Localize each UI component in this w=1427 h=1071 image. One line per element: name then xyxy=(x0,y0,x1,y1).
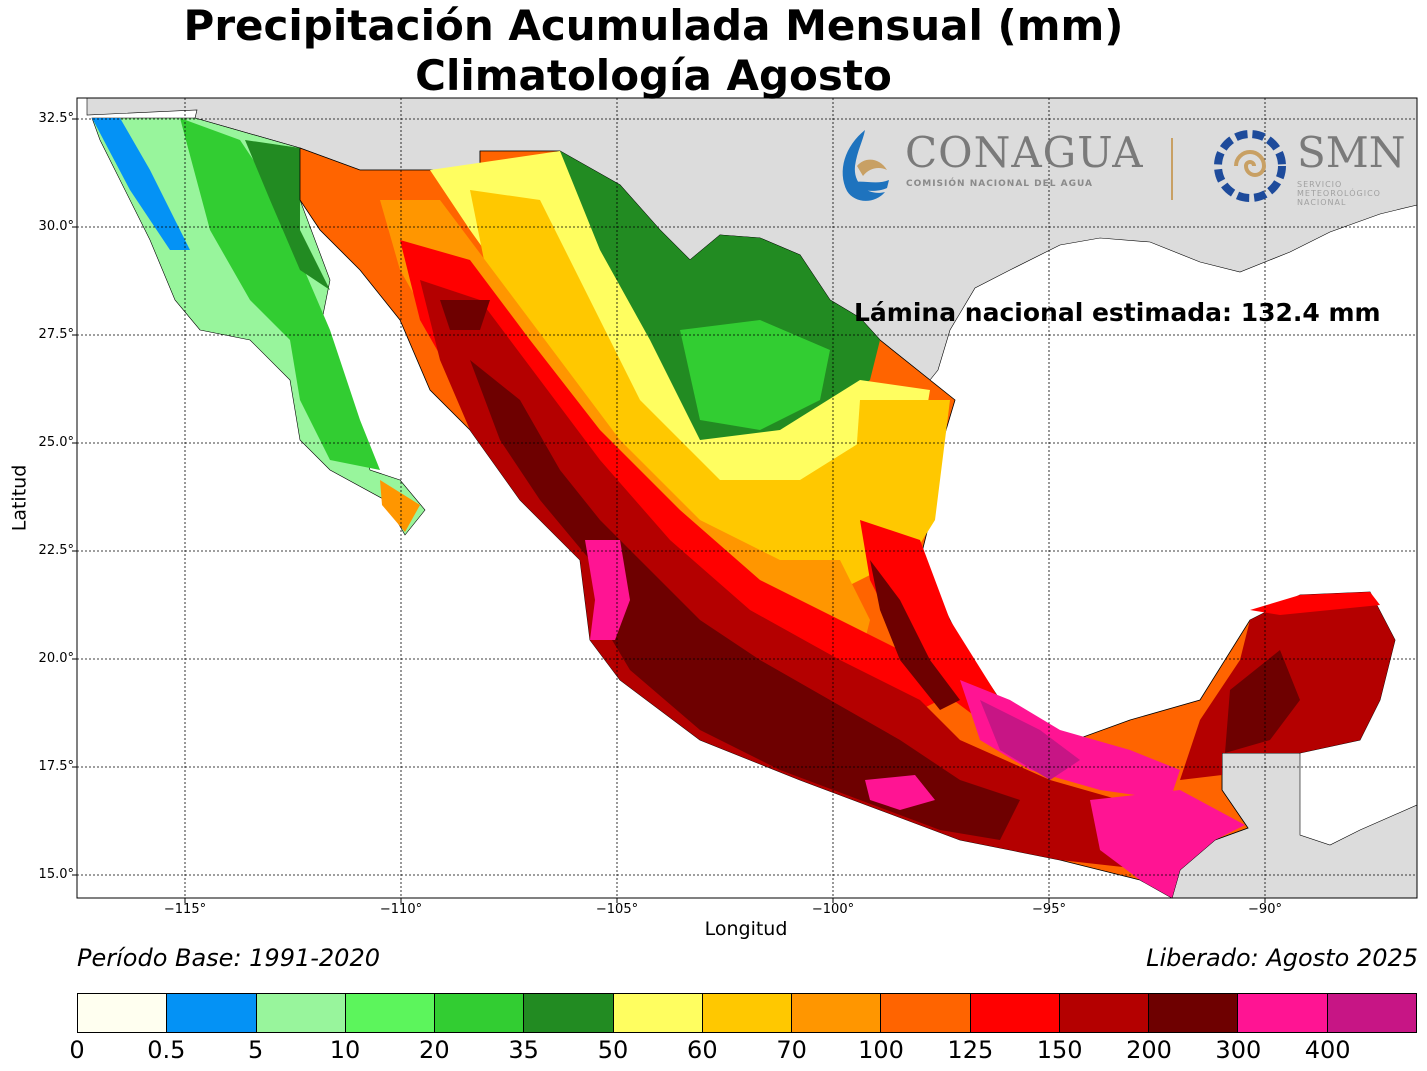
x-axis-label: Longitud xyxy=(704,918,788,940)
colorbar-tick-label: 35 xyxy=(508,1036,539,1064)
colorbar-segment xyxy=(701,994,792,1032)
colorbar-tick-label: 5 xyxy=(248,1036,264,1064)
colorbar-segment xyxy=(344,994,435,1032)
chart-title: Precipitación Acumulada Mensual (mm) xyxy=(183,1,1124,50)
colorbar-segment xyxy=(1237,994,1327,1032)
x-tick-label: −115° xyxy=(163,902,207,917)
logo-divider xyxy=(1171,138,1173,200)
y-tick-label: 25.0° xyxy=(38,435,74,450)
national-estimate-annotation: Lámina nacional estimada: 132.4 mm xyxy=(854,298,1381,327)
colorbar-segment xyxy=(1058,994,1149,1032)
base-period-note: Período Base: 1991-2020 xyxy=(77,944,380,972)
y-tick-label: 27.5° xyxy=(38,327,74,342)
colorbar xyxy=(77,993,1417,1033)
colorbar-segment xyxy=(1148,994,1238,1032)
conagua-logo-subtitle: COMISIÓN NACIONAL DEL AGUA xyxy=(906,179,1094,189)
colorbar-segment xyxy=(1326,994,1416,1032)
y-tick-label: 30.0° xyxy=(38,219,74,234)
colorbar-tick-label: 0 xyxy=(69,1036,85,1064)
x-tick-label: −95° xyxy=(1032,902,1066,917)
colorbar-segment xyxy=(255,994,345,1032)
colorbar-segment xyxy=(880,994,970,1032)
y-tick-label: 20.0° xyxy=(38,651,74,666)
colorbar-segment xyxy=(612,994,702,1032)
colorbar-segment xyxy=(523,994,613,1032)
colorbar-tick-label: 125 xyxy=(947,1036,994,1064)
colorbar-tick-label: 100 xyxy=(858,1036,904,1064)
conagua-logo-icon xyxy=(842,130,889,201)
y-tick-label: 17.5° xyxy=(38,759,74,774)
x-tick-label: −110° xyxy=(379,902,423,917)
x-tick-label: −105° xyxy=(595,902,639,917)
smn-logo-subtitle: SERVICIO METEOROLÓGICO NACIONAL xyxy=(1297,180,1381,207)
y-tick-label: 32.5° xyxy=(38,111,74,126)
y-axis-label: Latitud xyxy=(8,464,31,532)
colorbar-tick-label: 20 xyxy=(419,1036,450,1064)
colorbar-tick-label: 50 xyxy=(597,1036,629,1064)
colorbar-tick-label: 400 xyxy=(1304,1036,1351,1064)
colorbar-tick-label: 70 xyxy=(776,1036,807,1064)
release-date-note: Liberado: Agosto 2025 xyxy=(1146,944,1418,972)
colorbar-tick-label: 0.5 xyxy=(147,1036,186,1064)
chart-subtitle: Climatología Agosto xyxy=(415,51,892,100)
colorbar-tick-label: 300 xyxy=(1215,1036,1262,1064)
conagua-logo-text: CONAGUA xyxy=(905,128,1144,177)
x-tick-label: −90° xyxy=(1248,902,1282,917)
colorbar-tick-label: 150 xyxy=(1036,1036,1083,1064)
agency-logos: CONAGUA COMISIÓN NACIONAL DEL AGUA SMN S… xyxy=(835,124,1410,214)
colorbar-tick-label: 10 xyxy=(329,1036,361,1064)
colorbar-segment xyxy=(969,994,1059,1032)
colorbar-tick-label: 60 xyxy=(687,1036,718,1064)
x-tick-label: −100° xyxy=(811,902,855,917)
y-tick-label: 22.5° xyxy=(38,543,74,558)
colorbar-segment xyxy=(78,994,167,1032)
colorbar-segment xyxy=(166,994,256,1032)
smn-logo-text: SMN xyxy=(1297,128,1406,177)
colorbar-segment xyxy=(434,994,524,1032)
y-tick-label: 15.0° xyxy=(38,867,74,882)
smn-logo-icon xyxy=(1214,130,1286,202)
colorbar-tick-label: 200 xyxy=(1126,1036,1172,1064)
colorbar-segment xyxy=(791,994,881,1032)
